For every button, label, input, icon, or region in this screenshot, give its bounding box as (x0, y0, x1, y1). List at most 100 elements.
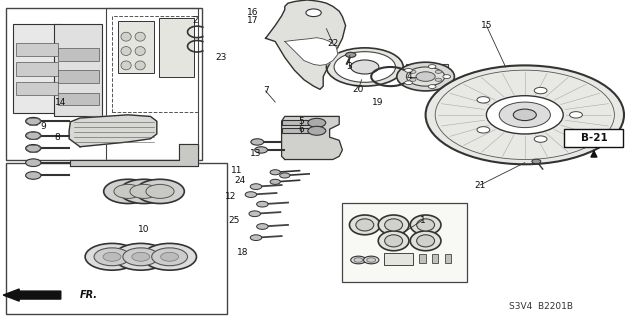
Circle shape (354, 258, 363, 262)
Circle shape (308, 126, 326, 135)
Circle shape (435, 78, 442, 81)
Text: 19: 19 (372, 98, 383, 107)
Ellipse shape (356, 219, 374, 231)
Circle shape (346, 52, 356, 57)
Ellipse shape (121, 32, 131, 41)
Ellipse shape (410, 231, 441, 251)
Circle shape (351, 60, 379, 74)
Circle shape (257, 224, 268, 229)
Text: 5: 5 (298, 117, 303, 126)
Text: 25: 25 (228, 216, 239, 225)
Circle shape (26, 132, 41, 139)
Bar (13, 24, 61, 113)
Text: 13: 13 (250, 149, 262, 158)
Circle shape (26, 159, 41, 167)
Circle shape (251, 139, 264, 145)
Bar (58, 93, 99, 105)
Circle shape (534, 136, 547, 142)
Bar (432, 254, 438, 263)
Circle shape (367, 258, 376, 262)
Text: B-21: B-21 (580, 133, 607, 143)
Circle shape (334, 52, 396, 82)
Text: 16: 16 (247, 8, 259, 17)
Text: 2: 2 (193, 16, 198, 25)
Circle shape (270, 179, 280, 184)
Circle shape (270, 170, 280, 175)
Text: 9: 9 (41, 122, 46, 130)
Bar (112, 16, 198, 112)
Text: 21: 21 (474, 181, 486, 189)
Circle shape (136, 179, 184, 204)
Text: 6: 6 (298, 125, 303, 134)
Circle shape (422, 75, 429, 78)
Circle shape (250, 184, 262, 189)
Circle shape (477, 97, 490, 103)
Text: 11: 11 (231, 166, 243, 175)
Bar (17, 43, 58, 56)
Circle shape (123, 248, 159, 266)
Circle shape (477, 127, 490, 133)
Circle shape (532, 159, 541, 164)
Text: FR.: FR. (79, 290, 97, 300)
Circle shape (26, 172, 41, 179)
Circle shape (404, 81, 412, 85)
Ellipse shape (349, 215, 380, 235)
Circle shape (364, 256, 379, 264)
Text: 3: 3 (346, 63, 351, 71)
Ellipse shape (385, 235, 403, 247)
Circle shape (245, 192, 257, 197)
Bar (445, 254, 451, 263)
Ellipse shape (135, 47, 145, 56)
Circle shape (326, 48, 403, 86)
Circle shape (428, 65, 436, 69)
Circle shape (351, 256, 366, 264)
Circle shape (103, 252, 121, 261)
Circle shape (26, 117, 41, 125)
Bar (58, 48, 99, 61)
Circle shape (486, 96, 563, 134)
Circle shape (404, 69, 412, 72)
Circle shape (143, 243, 196, 270)
Circle shape (426, 65, 624, 164)
Text: 4: 4 (407, 72, 412, 81)
Text: 8: 8 (55, 133, 60, 142)
Text: 1: 1 (420, 216, 425, 225)
Circle shape (255, 147, 268, 153)
Text: S3V4  B2201B: S3V4 B2201B (509, 302, 573, 311)
Bar (17, 82, 58, 95)
Polygon shape (266, 0, 346, 89)
Ellipse shape (378, 231, 409, 251)
Circle shape (94, 248, 130, 266)
Ellipse shape (410, 215, 441, 235)
Text: 7: 7 (263, 86, 268, 95)
Ellipse shape (135, 61, 145, 70)
Circle shape (250, 235, 262, 241)
Circle shape (410, 70, 416, 73)
Ellipse shape (135, 32, 145, 41)
Bar (282, 128, 317, 133)
Bar (106, 8, 198, 160)
Circle shape (534, 87, 547, 94)
Text: 15: 15 (481, 21, 492, 30)
Bar (419, 254, 426, 263)
Bar (58, 70, 99, 83)
Polygon shape (70, 144, 198, 166)
Circle shape (161, 252, 179, 261)
Circle shape (443, 75, 451, 78)
Circle shape (85, 243, 139, 270)
Ellipse shape (385, 219, 403, 231)
Circle shape (120, 179, 168, 204)
Circle shape (257, 201, 268, 207)
Circle shape (114, 184, 142, 198)
Bar (342, 203, 467, 282)
Bar (159, 18, 194, 77)
Circle shape (435, 70, 442, 73)
Bar (406, 64, 448, 86)
Text: 10: 10 (138, 225, 150, 234)
Ellipse shape (417, 219, 435, 231)
Polygon shape (282, 116, 342, 160)
Text: 17: 17 (247, 16, 259, 25)
Circle shape (26, 145, 41, 152)
Circle shape (570, 112, 582, 118)
Circle shape (416, 72, 435, 81)
